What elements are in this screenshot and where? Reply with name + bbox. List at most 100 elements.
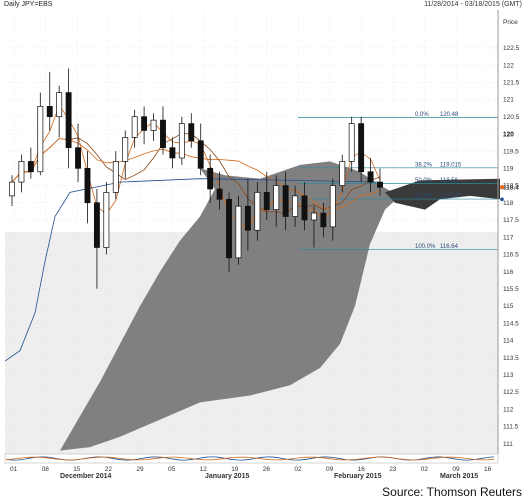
candle-down xyxy=(244,205,251,231)
candle-down xyxy=(169,147,176,159)
candle-down xyxy=(263,192,270,210)
x-tick-label: 02 xyxy=(294,466,302,473)
y-tick-label: 121 xyxy=(503,97,514,104)
ichimoku-cloud-projection xyxy=(385,178,500,210)
x-tick-label: 22 xyxy=(105,466,113,473)
x-tick-label: 08 xyxy=(42,466,50,473)
candle-down xyxy=(160,119,166,149)
y-tick-label: 119 xyxy=(503,166,514,173)
candle-up xyxy=(348,123,355,162)
moving-average-line xyxy=(11,138,381,210)
indicator-marker xyxy=(500,197,504,202)
y-tick-label: 117.5 xyxy=(503,217,519,224)
x-tick-label: 12 xyxy=(200,466,208,473)
candle-down xyxy=(188,123,195,142)
fib-percent-label: 50.0% xyxy=(415,178,433,184)
candle-down xyxy=(27,161,34,173)
candle-up xyxy=(103,192,110,248)
candle-down xyxy=(207,167,214,190)
candle-down xyxy=(301,195,308,221)
fib-percent-label: 100.0% xyxy=(415,244,436,250)
y-tick-label: 111.5 xyxy=(503,424,519,431)
month-march-2015: March 2015 xyxy=(440,473,479,480)
source-label: Source: Thomson Reuters xyxy=(382,485,522,499)
y-tick-label: 111 xyxy=(503,441,513,448)
x-tick-label: 02 xyxy=(421,466,429,473)
candle-down xyxy=(84,167,91,204)
y-tick-label: 116.5 xyxy=(503,252,519,259)
y-tick-label: 117 xyxy=(503,234,514,241)
y-tick-label: 114 xyxy=(503,338,514,345)
fib-percent-label: 61.8% xyxy=(415,194,433,200)
price-axis: Price 122.5 122 121.5 121 120.5 120 119.5 119 11… xyxy=(497,10,520,454)
candle-up xyxy=(18,161,25,183)
fib-percent-label: 0.0% xyxy=(415,112,429,118)
indicator-panel xyxy=(4,453,499,464)
candle-up xyxy=(254,192,261,231)
candle-down xyxy=(75,147,81,169)
moving-average-line xyxy=(11,132,381,215)
y-tick-label: 112.5 xyxy=(503,389,519,396)
candle-down xyxy=(282,185,289,217)
y-tick-label: 118.5 xyxy=(503,183,519,190)
x-tick-label: 26 xyxy=(263,466,271,473)
fib-percent-label: 38.2% xyxy=(415,162,433,168)
x-tick-label: 05 xyxy=(168,466,176,473)
fib-value-label: 119.015 xyxy=(440,162,462,168)
x-tick-label: 16 xyxy=(358,466,366,473)
candle-down xyxy=(367,171,374,183)
y-tick-label: 119.5 xyxy=(503,148,519,155)
x-tick-label: 09 xyxy=(452,466,460,473)
y-tick-label: 116 xyxy=(503,269,514,276)
y-tick-label: 114.5 xyxy=(503,320,519,327)
y-tick-label: 113 xyxy=(503,372,514,379)
month-january-2015: January 2015 xyxy=(205,473,250,480)
candle-up xyxy=(273,185,280,210)
y-tick-label: 113.5 xyxy=(503,355,519,362)
candle-up xyxy=(37,106,44,173)
x-tick-label: 29 xyxy=(136,466,144,473)
x-tick-label: 09 xyxy=(326,466,334,473)
candle-down xyxy=(65,92,72,149)
fib-value-label: 120.48 xyxy=(440,112,459,118)
candle-up xyxy=(131,116,138,138)
x-tick-label: 01 xyxy=(10,466,18,473)
fib-value-label: 118.107 xyxy=(440,194,462,200)
y-tick-label: 115.5 xyxy=(503,286,519,293)
candle-up xyxy=(122,136,129,162)
moving-average-lines xyxy=(4,104,381,362)
moving-average-line xyxy=(11,104,381,233)
candle-up xyxy=(112,161,119,193)
price-marker-label: 118.4 xyxy=(503,185,519,192)
candle-down xyxy=(216,188,223,200)
y-tick-label: 122 xyxy=(503,62,514,69)
fibonacci-levels: 0.0% 120.48 38.2% 119.015 50.0% 118.56 61.8% 11… xyxy=(298,112,498,250)
candle-down xyxy=(93,202,100,248)
candle-down xyxy=(358,123,365,173)
candle-up xyxy=(311,212,317,221)
candle-up xyxy=(292,195,299,217)
candles xyxy=(9,68,383,289)
y-tick-label: 122.5 xyxy=(503,45,520,52)
y-tick-label: 115 xyxy=(503,303,514,310)
x-tick-label: 23 xyxy=(389,466,397,473)
candle-up xyxy=(329,185,336,228)
candle-down xyxy=(226,198,232,259)
month-december-2014: December 2014 xyxy=(60,473,112,480)
month-labels: December 2014 January 2015 February 2015… xyxy=(0,473,500,483)
price-marker-label: 120 xyxy=(503,131,514,138)
y-tick-label: 121.5 xyxy=(503,79,520,86)
candle-up xyxy=(9,181,15,197)
chart-header-title: Daily JPY=EBS xyxy=(4,1,53,8)
candle-down xyxy=(377,181,383,188)
fib-value-label: 116.64 xyxy=(440,244,459,250)
candle-down xyxy=(197,140,204,169)
date-axis: 01 08 15 22 29 05 12 19 26 02 09 16 23 02 09 16 xyxy=(10,466,492,473)
long-term-average-line xyxy=(4,178,381,362)
candle-up xyxy=(178,123,185,159)
last-price-marker xyxy=(499,185,505,190)
price-axis-label: Price xyxy=(503,19,518,26)
candle-down xyxy=(46,106,53,118)
candlestick-chart: 0.0% 120.48 38.2% 119.015 50.0% 118.56 61.8% 11… xyxy=(4,10,520,473)
candle-up xyxy=(56,92,63,118)
